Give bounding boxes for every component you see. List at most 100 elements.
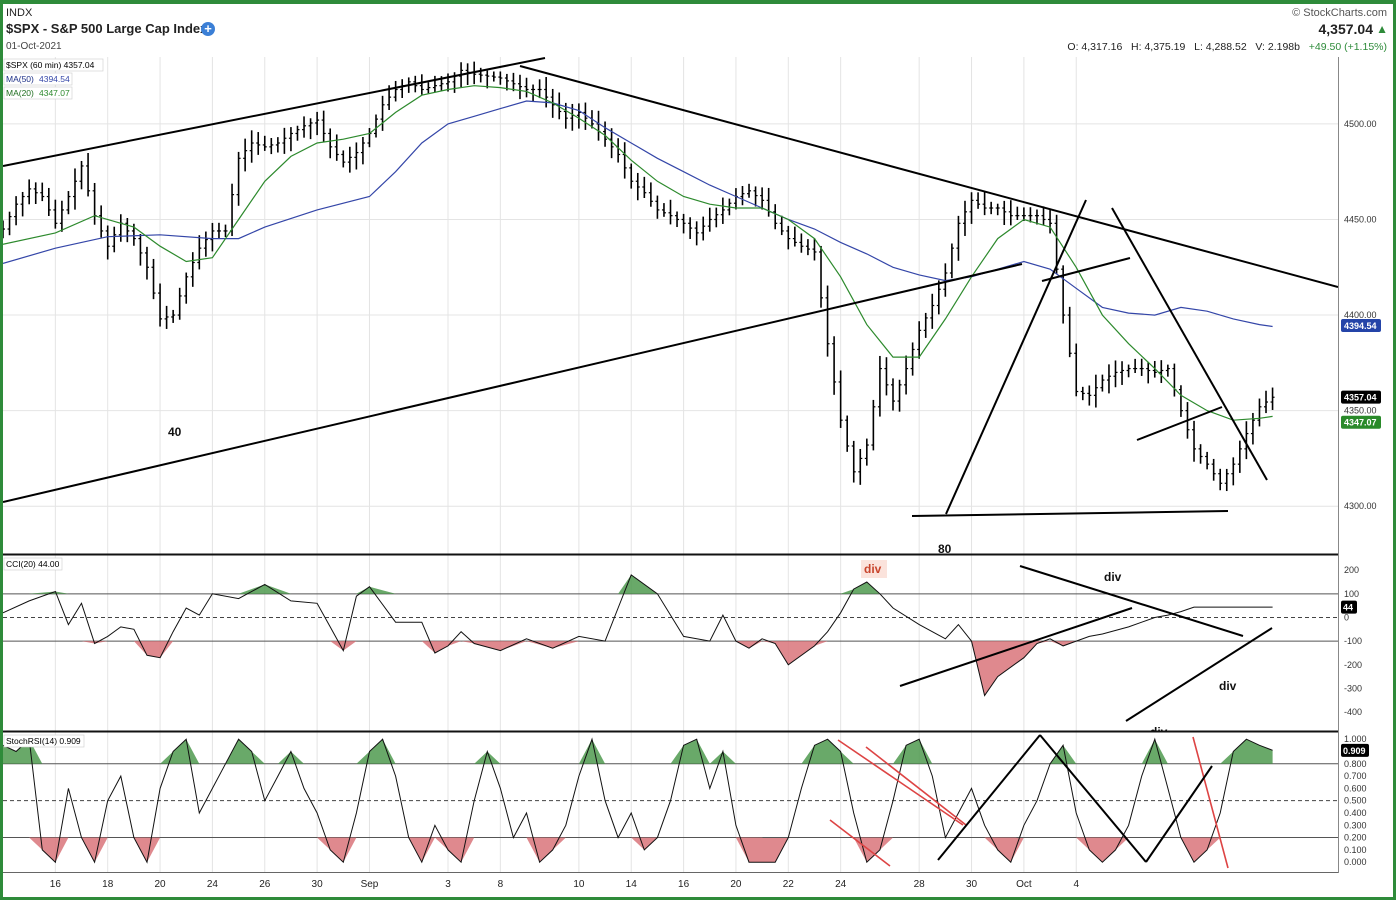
price-value-pill-text: 4357.04 — [1344, 393, 1377, 403]
cci-oversold-fill — [133, 641, 174, 658]
falling-trendline — [1111, 207, 1268, 481]
cci-oversold-fill — [461, 641, 527, 651]
x-tick-label: 26 — [259, 879, 271, 890]
grid-lines — [3, 57, 1338, 872]
x-tick-label: 30 — [312, 879, 324, 890]
sr-overbought-fill — [1050, 745, 1077, 764]
sr-tick-label: 0.700 — [1344, 771, 1367, 781]
stochrsi-panel — [3, 737, 1338, 864]
cci-tick-label: 200 — [1344, 565, 1359, 575]
price-panel — [3, 61, 1275, 492]
cci-oversold-fill — [735, 641, 763, 649]
chart-date: 01-Oct-2021 — [6, 41, 62, 52]
price-value-pill-text: 4394.54 — [1344, 321, 1377, 331]
label-80: 80 — [938, 542, 952, 556]
cci-value-pill — [1341, 600, 1357, 614]
ohlc-readout: O: 4,317.16 H: 4,375.19 L: 4,288.52 V: 2… — [1067, 41, 1387, 53]
sr-overbought-fill — [1141, 739, 1168, 764]
cci-oversold-fill — [762, 641, 828, 665]
price-tick-label: 4500.00 — [1344, 119, 1377, 129]
change-value: +49.50 (+1.15%) — [1308, 41, 1387, 53]
x-tick-label: 16 — [678, 879, 690, 890]
cci-overbought-fill — [29, 591, 69, 594]
sr-oversold-fill — [133, 837, 161, 863]
x-tick-label: 20 — [730, 879, 742, 890]
cci-overbought-fill — [618, 574, 658, 594]
sr-oversold-fill — [1180, 837, 1221, 863]
sr-overbought-fill — [225, 739, 265, 764]
sr-oversold-fill — [434, 837, 475, 863]
cci-oversold-fill — [1050, 641, 1077, 646]
x-tick-label: 20 — [154, 879, 166, 890]
stoch-black-up-2 — [1145, 765, 1213, 863]
upper-channel-line — [3, 57, 546, 167]
x-tick-label: 4 — [1073, 879, 1079, 890]
rising-trendline — [945, 199, 1087, 515]
add-icon[interactable]: + — [201, 22, 215, 36]
sr-oversold-fill — [81, 837, 108, 863]
sr-overbought-fill — [160, 739, 200, 764]
x-tick-label: Sep — [361, 879, 379, 890]
cci-rising-line — [899, 607, 1133, 687]
x-tick-label: 24 — [835, 879, 847, 890]
sr-oversold-fill — [317, 837, 357, 863]
price-trendlines — [3, 57, 1338, 517]
stoch-trendlines — [829, 734, 1229, 869]
exchange-label: INDX — [6, 7, 33, 19]
cci-value-pill-text: 44 — [1343, 603, 1353, 613]
sr-oversold-fill — [408, 837, 435, 863]
cci-tick-label: 100 — [1344, 589, 1359, 599]
price-tick-label: 4300.00 — [1344, 501, 1377, 511]
legend-ma50-name: MA(50) — [6, 74, 34, 84]
sr-tick-label: 1.000 — [1344, 734, 1367, 744]
sr-value-pill — [1341, 743, 1369, 757]
chart-header: INDX $SPX - S&P 500 Large Cap Index + 01… — [3, 4, 1393, 56]
cci-tick-label: -400 — [1344, 707, 1362, 717]
stoch-red-line-1 — [837, 739, 964, 826]
price-legend: $SPX (60 min) 4357.04 MA(50) 4394.54 MA(… — [3, 58, 104, 100]
sr-overbought-fill — [670, 739, 710, 764]
x-tick-label: Oct — [1016, 879, 1032, 890]
cci-oversold-fill — [330, 641, 357, 651]
cci-falling-line — [1019, 565, 1244, 637]
cci-tick-label: 0 — [1344, 612, 1349, 622]
sr-overbought-fill — [1220, 739, 1273, 764]
x-tick-label: 28 — [914, 879, 926, 890]
cci-oversold-fill — [421, 641, 462, 653]
sr-overbought-fill — [474, 751, 501, 764]
cci-oversold-fill — [526, 641, 579, 649]
up-arrow-icon: ▲ — [1376, 22, 1388, 36]
support-line — [911, 510, 1229, 517]
cci-trendlines — [899, 565, 1273, 722]
sr-oversold-fill — [29, 837, 69, 863]
div-label-red: div — [864, 562, 882, 576]
stoch-red-line-3 — [829, 819, 891, 867]
x-tick-label: 3 — [445, 879, 451, 890]
sr-tick-label: 0.500 — [1344, 796, 1367, 806]
cci-tick-label: -200 — [1344, 660, 1362, 670]
sr-overbought-fill — [709, 751, 736, 764]
price-tick-label: 4450.00 — [1344, 214, 1377, 224]
x-tick-label: 22 — [783, 879, 795, 890]
cci-overbought-fill — [356, 586, 396, 594]
sr-value-pill-text: 0.909 — [1343, 746, 1366, 756]
sr-overbought-fill — [356, 739, 396, 764]
sr-line — [3, 737, 1273, 864]
lower-channel-line — [3, 263, 1023, 503]
sr-overbought-fill — [3, 739, 43, 764]
div-label-top: div — [1104, 570, 1122, 584]
price-value-pill — [1341, 390, 1381, 404]
stoch-red-line-4 — [1192, 736, 1229, 869]
short-flag-line — [1136, 406, 1223, 441]
x-tick-label: 8 — [498, 879, 504, 890]
price-tick-label: 4350.00 — [1344, 406, 1377, 416]
ma50-line — [3, 100, 1273, 328]
cci-panel — [3, 574, 1338, 697]
sr-tick-label: 0.400 — [1344, 808, 1367, 818]
cci-legend-box — [3, 557, 63, 571]
x-tick-label: 10 — [573, 879, 585, 890]
flag-line — [1041, 257, 1131, 282]
cci-low-rising-line — [1125, 627, 1273, 722]
